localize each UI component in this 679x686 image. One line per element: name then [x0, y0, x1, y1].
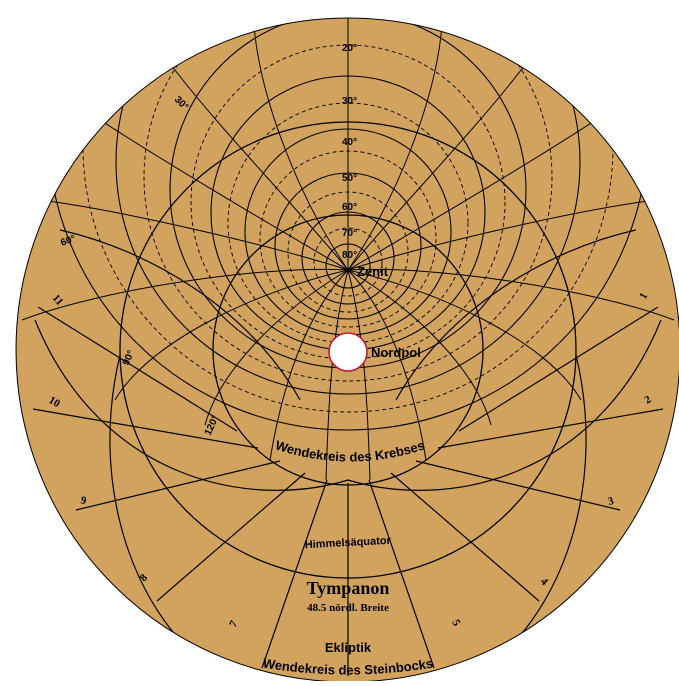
ecliptic-label: Ekliptik — [325, 640, 372, 655]
azimuth-arcs — [21, 18, 675, 481]
unequal-hour-lines — [32, 306, 664, 676]
hour-label-9: 9 — [79, 494, 88, 507]
altitude-label-70: 70° — [342, 228, 357, 239]
altitude-label-80: 80° — [342, 250, 357, 261]
latitude-label: 48.5 nördl. Breite — [307, 602, 389, 614]
tympanon-title: Tympanon — [307, 578, 390, 598]
altitude-label-50: 50° — [342, 173, 357, 184]
azimuth-label-60: 60° — [59, 233, 77, 249]
hour-label-1: 1 — [637, 291, 650, 302]
altitude-label-20: 20° — [342, 43, 357, 54]
hour-label-2: 2 — [643, 393, 654, 406]
hour-label-7: 7 — [227, 618, 240, 629]
north-pole-hole — [328, 332, 368, 372]
hour-label-3: 3 — [607, 495, 616, 508]
zenith-label: Zenit — [357, 264, 389, 279]
altitude-label-60: 60° — [342, 202, 357, 213]
celestial-equator-label: Himmelsäquator — [304, 535, 391, 552]
tropic-capricorn-label: Wendekreis des Steinbocks — [262, 656, 434, 678]
hour-label-5: 5 — [449, 618, 462, 629]
north-pole-label: Nordpol — [371, 345, 421, 360]
altitude-label-30: 30° — [342, 96, 357, 107]
altitude-label-40: 40° — [342, 137, 357, 148]
